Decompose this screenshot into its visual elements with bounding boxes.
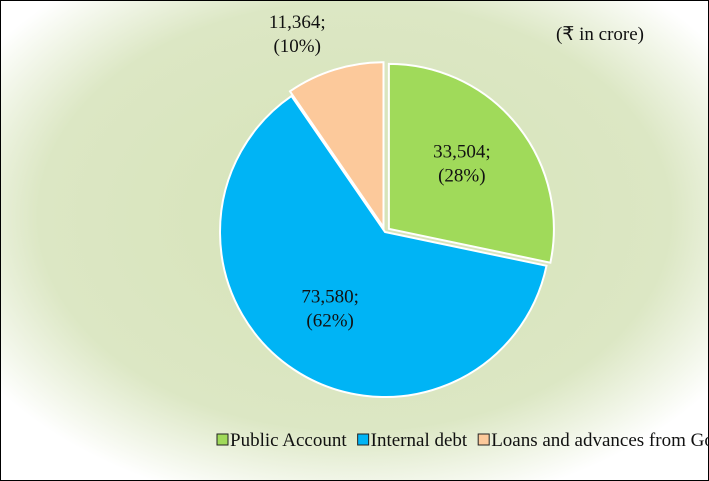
- data-label-line: 33,504;: [433, 142, 491, 163]
- data-label-line: (62%): [306, 310, 353, 331]
- data-label-line: 73,580;: [301, 286, 359, 307]
- legend-swatch: [477, 433, 490, 446]
- data-label: 33,504; (28%): [433, 142, 491, 187]
- pie-slice: [387, 62, 555, 264]
- data-label-line: 11,364;: [269, 12, 326, 33]
- data-label-line: (28%): [438, 166, 485, 187]
- data-label: 73,580; (62%): [301, 286, 359, 331]
- data-label: 11,364; (10%): [269, 12, 326, 57]
- legend-label: Internal debt: [371, 430, 468, 451]
- annotation: (₹ in crore): [556, 24, 644, 45]
- legend-swatch: [357, 433, 370, 446]
- legend-label: Public Account: [230, 430, 347, 451]
- data-label-line: (10%): [273, 36, 320, 57]
- legend-label: Loans and advances from GoI: [491, 430, 709, 451]
- pie-slice: [219, 94, 548, 398]
- legend-swatch: [216, 433, 229, 446]
- pie-slice: [288, 61, 385, 231]
